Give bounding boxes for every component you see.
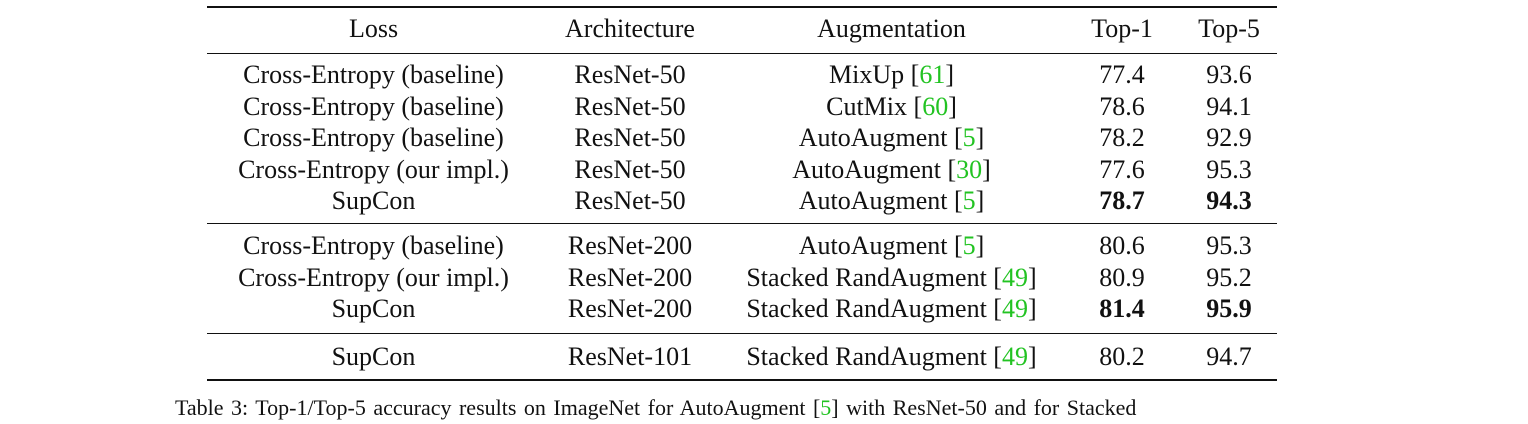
augmentation-cell: Stacked RandAugment [49] [746,342,1037,371]
header-augmentation: Augmentation [817,14,966,43]
citation-link[interactable]: 5 [962,231,976,260]
augmentation-name: AutoAugment [798,123,948,152]
loss-cell: Cross-Entropy (baseline) [243,60,504,89]
top5-cell: 94.1 [1206,92,1252,121]
top5-cell: 95.9 [1206,294,1252,323]
citation-link[interactable]: 61 [919,60,946,89]
table-top-rule [207,6,1277,8]
augmentation-cell: AutoAugment [5] [798,231,985,260]
top5-cell: 94.7 [1206,342,1252,371]
top5-cell: 95.2 [1206,263,1252,292]
augmentation-name: Stacked RandAugment [746,342,987,371]
citation-link[interactable]: 5 [962,186,976,215]
header-architecture: Architecture [565,14,695,43]
architecture-cell: ResNet-50 [574,60,686,89]
augmentation-name: AutoAugment [798,231,948,260]
citation-link[interactable]: 60 [922,92,949,121]
augmentation-cell: AutoAugment [5] [798,123,985,152]
header-top5: Top-5 [1198,14,1260,43]
top1-cell: 81.4 [1099,294,1145,323]
augmentation-name: AutoAugment [792,155,941,184]
augmentation-cell: AutoAugment [5] [798,186,985,215]
architecture-cell: ResNet-101 [567,342,693,371]
citation-link[interactable]: 49 [1001,342,1028,371]
top1-cell: 78.6 [1099,92,1145,121]
augmentation-cell: MixUp [61] [829,60,954,89]
loss-cell: Cross-Entropy (baseline) [243,231,504,260]
loss-cell: Cross-Entropy (our impl.) [238,155,509,184]
caption-citation-link[interactable]: 5 [820,395,832,420]
citation-link[interactable]: 49 [1001,263,1028,292]
top1-cell: 78.7 [1099,186,1145,215]
augmentation-name: Stacked RandAugment [746,294,987,323]
citation-link[interactable]: 49 [1001,294,1028,323]
loss-cell: SupCon [331,342,416,371]
top5-cell: 95.3 [1206,155,1252,184]
caption-text-after: ] with ResNet-50 and for Stacked [831,395,1137,420]
citation-link[interactable]: 5 [962,123,976,152]
header-top1: Top-1 [1091,14,1153,43]
augmentation-cell: Stacked RandAugment [49] [746,263,1037,292]
top1-cell: 80.6 [1099,231,1145,260]
top5-cell: 92.9 [1206,123,1252,152]
header-loss: Loss [348,14,399,43]
architecture-cell: ResNet-50 [574,123,686,152]
augmentation-name: CutMix [826,92,908,121]
architecture-cell: ResNet-50 [574,186,686,215]
architecture-cell: ResNet-50 [574,155,686,184]
top1-cell: 78.2 [1099,123,1145,152]
table-caption: Table 3: Top-1/Top-5 accuracy results on… [175,394,1136,422]
loss-cell: SupCon [331,294,416,323]
top1-cell: 77.4 [1099,60,1145,89]
architecture-cell: ResNet-50 [574,92,686,121]
augmentation-name: MixUp [829,60,905,89]
augmentation-name: Stacked RandAugment [746,263,987,292]
augmentation-cell: CutMix [60] [826,92,957,121]
top1-cell: 80.9 [1099,263,1145,292]
augmentation-cell: Stacked RandAugment [49] [746,294,1037,323]
architecture-cell: ResNet-200 [567,294,693,323]
top1-cell: 77.6 [1099,155,1145,184]
table-header-rule [207,53,1277,54]
table-group-rule [207,223,1277,224]
citation-link[interactable]: 30 [956,155,983,184]
top5-cell: 95.3 [1206,231,1252,260]
loss-cell: Cross-Entropy (our impl.) [238,263,509,292]
loss-cell: Cross-Entropy (baseline) [243,123,504,152]
loss-cell: SupCon [331,186,416,215]
top5-cell: 93.6 [1206,60,1252,89]
caption-text-before: Table 3: Top-1/Top-5 accuracy results on… [175,395,821,420]
top5-cell: 94.3 [1206,186,1252,215]
architecture-cell: ResNet-200 [567,263,693,292]
top1-cell: 80.2 [1099,342,1145,371]
table-bottom-rule [207,379,1277,381]
loss-cell: Cross-Entropy (baseline) [243,92,504,121]
table-group-rule [207,333,1277,334]
augmentation-cell: AutoAugment [30] [792,155,991,184]
architecture-cell: ResNet-200 [567,231,693,260]
augmentation-name: AutoAugment [798,186,948,215]
